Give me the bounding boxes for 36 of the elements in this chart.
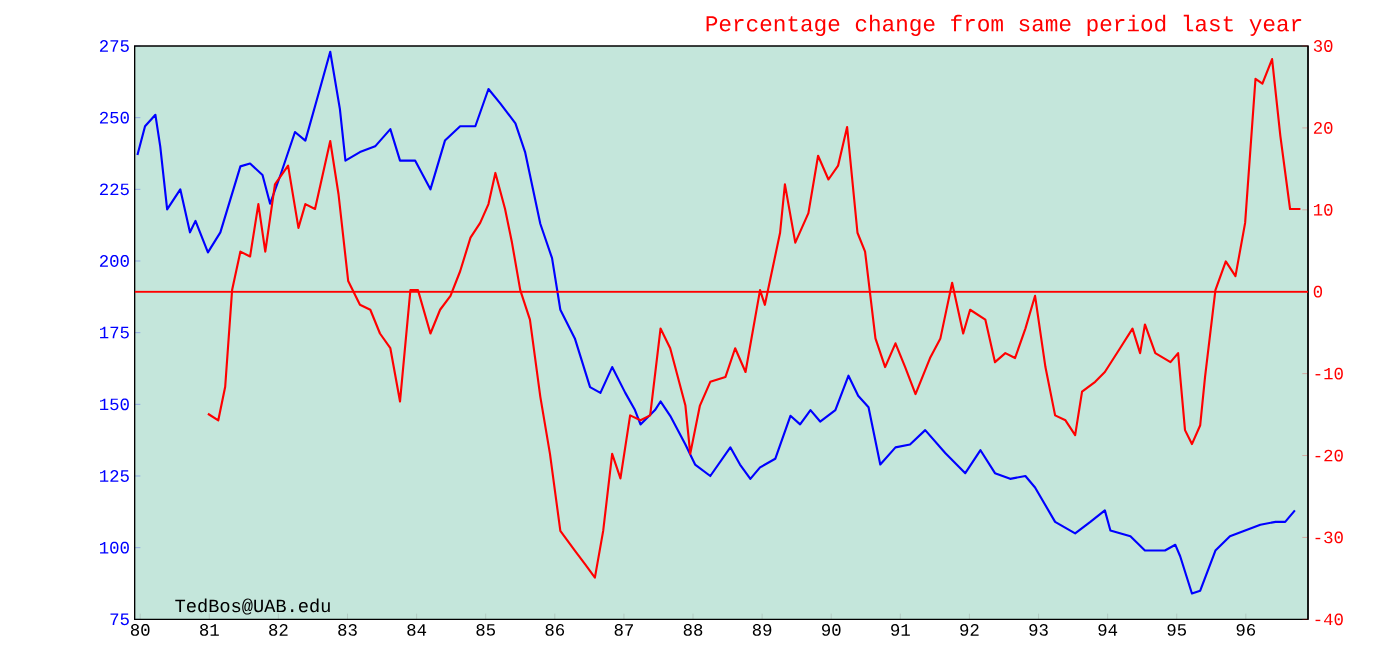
y2-tick-label: 20 (1313, 122, 1333, 134)
x-tick-label: 88 (683, 624, 703, 636)
x-tick-label: 83 (338, 624, 357, 636)
y2-tick-label: -40 (1315, 613, 1343, 626)
y-tick-label: 225 (99, 183, 129, 196)
chart-title: Percentage change from same period last year (706, 14, 1302, 36)
y-tick-label: 100 (100, 541, 129, 554)
y2-tick-label: 0 (1313, 285, 1323, 298)
annotation: TedBos@UAB.edu (175, 598, 330, 615)
x-tick-label: 91 (891, 624, 910, 636)
x-tick-label: 94 (1098, 624, 1118, 636)
y-tick-label: 275 (99, 40, 129, 52)
y-tick-label: 125 (100, 470, 129, 482)
y-tick-label: 200 (99, 255, 129, 267)
y-tick-label: 150 (100, 398, 129, 411)
y-tick-label: 75 (110, 613, 129, 626)
x-tick-label: 85 (476, 624, 496, 636)
y2-tick-label: 30 (1313, 40, 1333, 52)
y2-tick-label: -10 (1315, 367, 1343, 380)
y-tick-label: 175 (100, 326, 129, 339)
x-tick-label: 90 (822, 624, 841, 636)
x-tick-label: 84 (407, 624, 427, 636)
x-tick-label: 89 (752, 624, 772, 636)
x-tick-label: 81 (200, 624, 219, 636)
x-tick-label: 92 (960, 624, 979, 636)
x-tick-label: 95 (1167, 624, 1187, 636)
y2-tick-label: 10 (1313, 203, 1333, 216)
x-tick-label: 87 (614, 624, 633, 636)
x-tick-label: 96 (1236, 624, 1256, 636)
y2-tick-label: -20 (1315, 449, 1343, 462)
x-tick-label: 86 (545, 624, 565, 636)
y2-tick-label: -30 (1315, 531, 1343, 544)
x-tick-label: 93 (1029, 624, 1048, 636)
x-tick-label: 82 (269, 624, 288, 636)
y-tick-label: 250 (99, 111, 129, 124)
x-tick-label: 80 (130, 624, 150, 636)
